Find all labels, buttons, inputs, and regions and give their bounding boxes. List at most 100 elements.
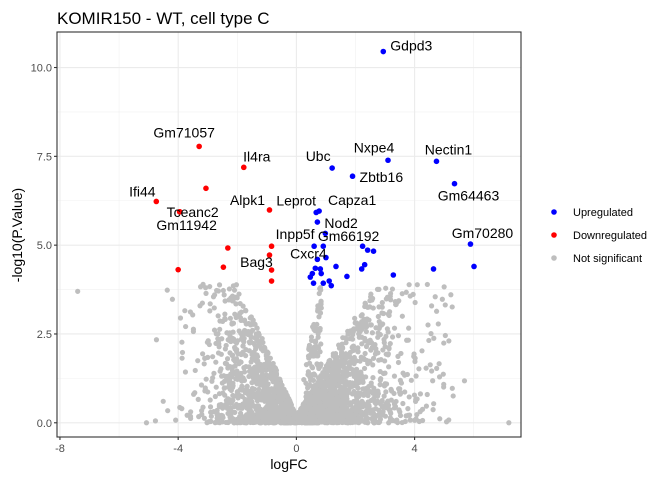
point-not-significant xyxy=(389,286,396,292)
point-not-significant xyxy=(306,405,312,412)
point-not-significant xyxy=(231,287,238,293)
y-tick-label: 2.5 xyxy=(37,329,52,341)
point-not-significant xyxy=(376,419,383,425)
point-not-significant xyxy=(239,419,245,425)
point-not-significant xyxy=(329,370,336,377)
point-not-significant xyxy=(366,317,372,323)
point-not-significant xyxy=(419,406,426,412)
point-not-significant xyxy=(443,419,450,425)
point-not-significant xyxy=(253,393,259,400)
point-upregulated xyxy=(344,273,350,280)
point-not-significant xyxy=(419,348,425,354)
point-not-significant xyxy=(386,312,392,318)
point-not-significant xyxy=(343,354,349,361)
point-upregulated xyxy=(328,282,335,289)
point-not-significant xyxy=(381,340,387,346)
point-not-significant xyxy=(383,381,390,387)
point-not-significant xyxy=(403,413,409,419)
point-not-significant xyxy=(411,392,418,398)
point-not-significant xyxy=(506,420,512,426)
y-axis: 0.0 2.5 5.0 7.5 10.0 xyxy=(31,63,57,430)
point-not-significant xyxy=(397,377,403,384)
point-not-significant xyxy=(237,386,244,392)
y-tick-label: 7.5 xyxy=(37,151,52,163)
point-not-significant xyxy=(188,409,194,415)
point-not-significant xyxy=(359,341,365,347)
point-not-significant xyxy=(305,391,311,398)
legend-key xyxy=(551,232,557,238)
point-not-significant xyxy=(160,398,166,404)
point-upregulated xyxy=(359,243,366,250)
point-upregulated xyxy=(349,173,356,180)
point-not-significant xyxy=(383,285,389,291)
point-not-significant xyxy=(399,419,405,426)
point-not-significant xyxy=(363,324,370,330)
point-not-significant xyxy=(200,351,206,357)
point-not-significant xyxy=(207,301,213,307)
point-not-significant xyxy=(437,416,443,422)
point-not-significant xyxy=(242,328,249,334)
point-not-significant xyxy=(351,354,357,361)
point-not-significant xyxy=(311,388,317,395)
point-not-significant xyxy=(286,406,292,412)
point-not-significant xyxy=(427,362,433,368)
point-not-significant xyxy=(362,402,368,408)
point-not-significant xyxy=(347,359,353,365)
point-not-significant xyxy=(216,282,223,288)
point-not-significant xyxy=(361,392,367,398)
point-not-significant xyxy=(179,339,185,345)
point-not-significant xyxy=(332,403,339,409)
point-not-significant xyxy=(386,420,392,426)
point-downregulated xyxy=(220,264,227,270)
gene-label: Gm71057 xyxy=(153,124,215,140)
point-not-significant xyxy=(450,393,456,399)
point-not-significant xyxy=(440,371,446,377)
point-not-significant xyxy=(216,344,222,350)
point-not-significant xyxy=(250,402,256,408)
point-not-significant xyxy=(222,298,228,304)
point-not-significant xyxy=(213,384,219,390)
point-not-significant xyxy=(423,365,429,371)
point-upregulated xyxy=(312,265,319,272)
point-not-significant xyxy=(431,335,437,341)
point-not-significant xyxy=(375,350,381,356)
point-not-significant xyxy=(210,354,216,360)
point-downregulated xyxy=(268,278,275,284)
point-not-significant xyxy=(424,281,430,288)
point-not-significant xyxy=(246,373,252,380)
point-not-significant xyxy=(310,412,316,419)
point-not-significant xyxy=(238,317,244,324)
point-not-significant xyxy=(248,314,254,320)
point-not-significant xyxy=(368,291,374,297)
point-not-significant xyxy=(244,412,250,418)
y-axis-label: -log10(P.Value) xyxy=(9,188,25,282)
point-not-significant xyxy=(439,296,445,302)
point-upregulated xyxy=(471,263,477,270)
point-not-significant xyxy=(379,322,385,328)
point-not-significant xyxy=(394,417,400,423)
point-not-significant xyxy=(377,410,383,416)
point-not-significant xyxy=(273,372,279,378)
point-upregulated xyxy=(380,48,387,55)
point-not-significant xyxy=(143,420,150,426)
point-not-significant xyxy=(317,413,324,419)
point-upregulated xyxy=(467,241,474,247)
point-not-significant xyxy=(413,416,419,422)
point-not-significant xyxy=(243,307,249,313)
point-not-significant xyxy=(241,364,247,371)
point-not-significant xyxy=(380,370,387,377)
point-not-significant xyxy=(352,419,358,425)
point-not-significant xyxy=(169,296,176,302)
point-not-significant xyxy=(259,414,265,420)
point-not-significant xyxy=(426,337,432,344)
point-not-significant xyxy=(364,418,370,424)
point-not-significant xyxy=(273,417,279,424)
point-not-significant xyxy=(378,376,384,382)
point-not-significant xyxy=(212,393,218,400)
point-not-significant xyxy=(412,299,418,306)
point-not-significant xyxy=(305,385,311,391)
point-not-significant xyxy=(216,403,222,410)
gene-label: Ubc xyxy=(306,148,331,164)
point-upregulated xyxy=(317,266,324,272)
gene-label: Bag3 xyxy=(240,254,273,270)
